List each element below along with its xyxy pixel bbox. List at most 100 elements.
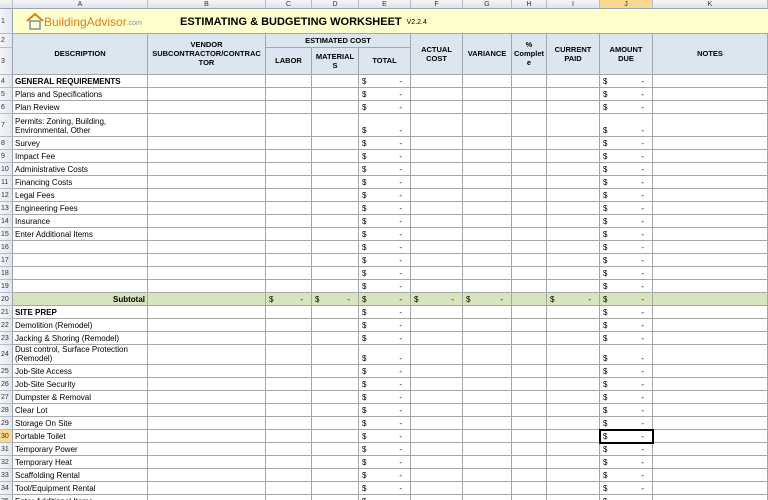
cell[interactable] xyxy=(13,241,148,254)
cell[interactable] xyxy=(411,215,463,228)
cell[interactable] xyxy=(411,88,463,101)
row-header[interactable]: 2 xyxy=(0,34,13,48)
cell[interactable]: Job-Site Access xyxy=(13,365,148,378)
cell[interactable]: $- xyxy=(600,417,653,430)
cell[interactable]: Dust control, Surface Protection (Remode… xyxy=(13,345,148,365)
cell[interactable]: Clear Lot xyxy=(13,404,148,417)
cell[interactable] xyxy=(148,280,266,293)
cell[interactable] xyxy=(266,137,312,150)
cell[interactable] xyxy=(463,319,512,332)
cell[interactable]: $- xyxy=(600,75,653,88)
cell[interactable]: $- xyxy=(600,202,653,215)
cell[interactable] xyxy=(13,280,148,293)
cell[interactable] xyxy=(13,267,148,280)
row-header[interactable]: 28 xyxy=(0,404,13,417)
cell[interactable] xyxy=(463,150,512,163)
cell[interactable] xyxy=(312,404,359,417)
cell[interactable] xyxy=(13,254,148,267)
cell[interactable] xyxy=(653,267,768,280)
cell[interactable]: $- xyxy=(359,228,411,241)
cell[interactable] xyxy=(312,241,359,254)
cell[interactable] xyxy=(148,365,266,378)
cell[interactable] xyxy=(266,319,312,332)
cell[interactable] xyxy=(547,88,600,101)
cell[interactable] xyxy=(653,101,768,114)
cell[interactable] xyxy=(512,482,547,495)
cell[interactable]: Impact Fee xyxy=(13,150,148,163)
cell[interactable] xyxy=(512,456,547,469)
cell[interactable] xyxy=(547,137,600,150)
row-header[interactable]: 35 xyxy=(0,495,13,500)
cell[interactable]: Plans and Specifications xyxy=(13,88,148,101)
cell[interactable] xyxy=(312,163,359,176)
row-header[interactable]: 13 xyxy=(0,202,13,215)
cell[interactable] xyxy=(266,456,312,469)
cell[interactable] xyxy=(148,202,266,215)
cell[interactable] xyxy=(512,319,547,332)
cell[interactable] xyxy=(547,101,600,114)
cell[interactable] xyxy=(512,215,547,228)
cell[interactable] xyxy=(547,417,600,430)
cell[interactable] xyxy=(312,202,359,215)
row-header[interactable]: 23 xyxy=(0,332,13,345)
cell[interactable] xyxy=(411,114,463,137)
cell[interactable]: $- xyxy=(359,495,411,500)
cell[interactable] xyxy=(463,114,512,137)
cell[interactable] xyxy=(148,150,266,163)
cell[interactable] xyxy=(512,101,547,114)
cell[interactable] xyxy=(148,176,266,189)
column-header[interactable]: K xyxy=(653,0,768,9)
cell[interactable] xyxy=(312,101,359,114)
cell[interactable] xyxy=(512,241,547,254)
cell[interactable] xyxy=(653,137,768,150)
cell[interactable] xyxy=(411,176,463,189)
cell[interactable] xyxy=(312,254,359,267)
cell[interactable] xyxy=(653,75,768,88)
cell[interactable] xyxy=(312,332,359,345)
cell[interactable] xyxy=(512,75,547,88)
cell[interactable]: Portable Toilet xyxy=(13,430,148,443)
row-header[interactable]: 21 xyxy=(0,306,13,319)
cell[interactable] xyxy=(148,430,266,443)
row-header[interactable]: 9 xyxy=(0,150,13,163)
cell[interactable] xyxy=(266,114,312,137)
cell[interactable]: Subtotal xyxy=(13,293,148,306)
cell[interactable]: $- xyxy=(600,228,653,241)
cell[interactable] xyxy=(547,163,600,176)
cell[interactable] xyxy=(653,202,768,215)
cell[interactable] xyxy=(547,202,600,215)
cell[interactable] xyxy=(653,391,768,404)
row-header[interactable]: 19 xyxy=(0,280,13,293)
cell[interactable] xyxy=(411,332,463,345)
cell[interactable] xyxy=(547,254,600,267)
cell[interactable] xyxy=(148,293,266,306)
cell[interactable] xyxy=(411,495,463,500)
cell[interactable]: $- xyxy=(359,404,411,417)
cell[interactable] xyxy=(411,417,463,430)
cell[interactable]: Storage On Site xyxy=(13,417,148,430)
cell[interactable] xyxy=(463,176,512,189)
cell[interactable] xyxy=(266,189,312,202)
cell[interactable] xyxy=(512,150,547,163)
cell[interactable]: $- xyxy=(600,469,653,482)
column-header[interactable]: H xyxy=(512,0,547,9)
cell[interactable]: Dumpster & Removal xyxy=(13,391,148,404)
cell[interactable] xyxy=(463,163,512,176)
cell[interactable]: $- xyxy=(359,267,411,280)
cell[interactable] xyxy=(312,189,359,202)
cell[interactable] xyxy=(653,443,768,456)
cell[interactable] xyxy=(148,101,266,114)
row-header[interactable]: 30 xyxy=(0,430,13,443)
cell[interactable]: $- xyxy=(359,443,411,456)
cell[interactable] xyxy=(547,443,600,456)
cell[interactable] xyxy=(312,75,359,88)
cell[interactable] xyxy=(266,430,312,443)
cell[interactable]: $- xyxy=(312,293,359,306)
cell[interactable] xyxy=(547,482,600,495)
row-header[interactable]: 33 xyxy=(0,469,13,482)
cell[interactable] xyxy=(312,137,359,150)
cell[interactable]: $- xyxy=(600,391,653,404)
cell[interactable] xyxy=(463,332,512,345)
column-header[interactable]: B xyxy=(148,0,266,9)
cell[interactable] xyxy=(312,469,359,482)
